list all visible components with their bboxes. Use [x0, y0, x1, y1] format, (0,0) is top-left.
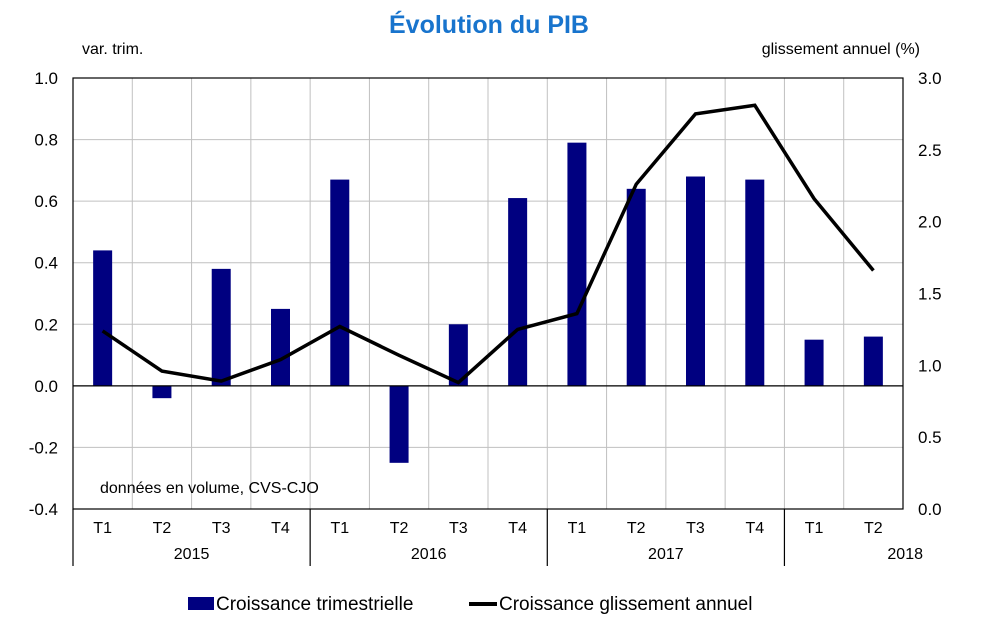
right-axis-ticks: 3.0 2.5 2.0 1.5 1.0 0.5 0.0 [918, 69, 942, 519]
category-label: T4 [508, 520, 527, 537]
year-label: 2018 [887, 546, 923, 563]
legend-label-line: Croissance glissement annuel [499, 594, 752, 615]
right-tick-label: 3.0 [918, 69, 942, 88]
left-axis-ticks: 1.0 0.8 0.6 0.4 0.2 0.0 -0.2 -0.4 [29, 69, 58, 519]
bar [626, 188, 646, 386]
right-tick-label: 1.5 [918, 285, 942, 304]
right-tick-label: 2.5 [918, 141, 942, 160]
category-label: T2 [390, 520, 409, 537]
left-axis-label: var. trim. [82, 41, 143, 58]
category-label: T3 [449, 520, 468, 537]
left-tick-label: 1.0 [34, 69, 58, 88]
bar-series [73, 142, 903, 463]
right-tick-label: 1.0 [918, 356, 942, 375]
category-label: T2 [153, 520, 172, 537]
right-tick-label: 2.0 [918, 213, 942, 232]
category-label: T1 [330, 520, 349, 537]
year-label: 2015 [174, 546, 210, 563]
left-tick-label: 0.8 [34, 131, 58, 150]
bar [271, 308, 290, 386]
legend-swatch-line [469, 602, 497, 606]
year-label: 2016 [411, 546, 447, 563]
right-axis-label: glissement annuel (%) [762, 41, 920, 58]
bar [804, 339, 824, 386]
bar [745, 179, 765, 386]
bar [389, 385, 409, 463]
category-label: T1 [568, 520, 587, 537]
left-tick-label: 0.2 [34, 315, 58, 334]
bar [93, 250, 113, 386]
left-tick-label: 0.4 [34, 254, 58, 273]
plot-frame [72, 77, 904, 510]
category-label: T2 [627, 520, 646, 537]
legend-swatch-bar [188, 597, 214, 610]
right-tick-label: 0.5 [918, 428, 942, 447]
legend-label-bar: Croissance trimestrielle [216, 594, 413, 615]
left-tick-label: -0.4 [29, 500, 58, 519]
bar [863, 336, 883, 386]
category-label: T2 [864, 520, 883, 537]
category-label: T1 [93, 520, 112, 537]
line-path [101, 103, 875, 385]
category-label: T3 [686, 520, 705, 537]
right-tick-label: 0.0 [918, 500, 942, 519]
left-tick-label: 0.0 [34, 377, 58, 396]
left-tick-label: 0.6 [34, 192, 58, 211]
bar [448, 324, 468, 386]
plot-border [72, 77, 904, 510]
left-tick-label: -0.2 [29, 438, 58, 457]
chart-title: Évolution du PIB [389, 10, 589, 39]
line-series [101, 103, 875, 385]
bar [211, 268, 231, 386]
category-label: T3 [212, 520, 231, 537]
category-label: T1 [805, 520, 824, 537]
category-label: T4 [745, 520, 764, 537]
bar [330, 179, 350, 386]
year-label: 2017 [648, 546, 684, 563]
annotation: données en volume, CVS-CJO [100, 480, 319, 497]
bar [567, 142, 587, 386]
bar [508, 198, 528, 386]
bar [152, 385, 172, 399]
legend: Croissance trimestrielle Croissance glis… [188, 594, 752, 615]
category-label: T4 [271, 520, 290, 537]
bar [686, 176, 705, 386]
